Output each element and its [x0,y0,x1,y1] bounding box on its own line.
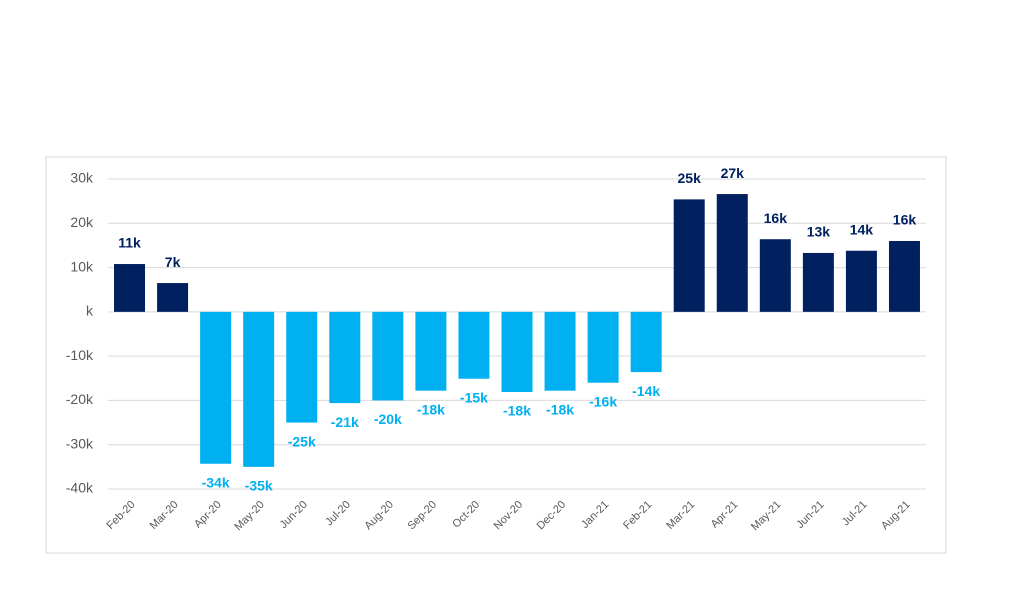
y-tick-label: -10k [66,347,94,363]
value-label: 13k [807,224,831,240]
bar [372,311,404,401]
y-tick-label: 10k [70,258,94,274]
bar [544,311,576,391]
value-label: 16k [764,210,788,226]
y-tick-label: -40k [66,480,94,496]
bar [759,239,791,312]
bar [286,311,318,423]
bar [415,311,447,391]
value-label: 14k [850,221,874,237]
bar [501,311,533,393]
value-label: -14k [632,383,660,399]
y-tick-label: -20k [66,391,94,407]
bar [329,311,361,404]
value-label: -18k [417,401,445,417]
value-label: 27k [721,165,745,181]
value-label: 25k [678,170,702,186]
bar [587,311,619,383]
value-label: -20k [374,411,402,427]
y-tick-label: 30k [70,170,94,186]
value-label: -34k [202,474,230,490]
bar [888,241,920,312]
bar [802,252,834,312]
value-label: 11k [118,235,141,251]
value-label: -18k [503,403,531,419]
value-label: 16k [893,212,917,228]
value-label: -25k [288,433,316,449]
y-tick-label: 20k [70,214,94,230]
bar [845,250,877,312]
value-label: -21k [331,414,359,430]
bar [458,311,490,379]
value-label: 7k [165,254,181,270]
bar [716,194,748,312]
bar [243,311,275,467]
chart-frame [45,156,947,554]
y-tick-label: -30k [66,435,94,451]
bar [157,283,189,312]
bar [114,264,146,312]
bar [630,311,662,373]
bar [673,199,705,312]
value-label: -18k [546,401,574,417]
value-label: -35k [245,478,273,494]
bar [200,311,232,464]
value-label: -15k [460,389,488,405]
y-tick-label: k [86,303,94,319]
value-label: -16k [589,393,617,409]
